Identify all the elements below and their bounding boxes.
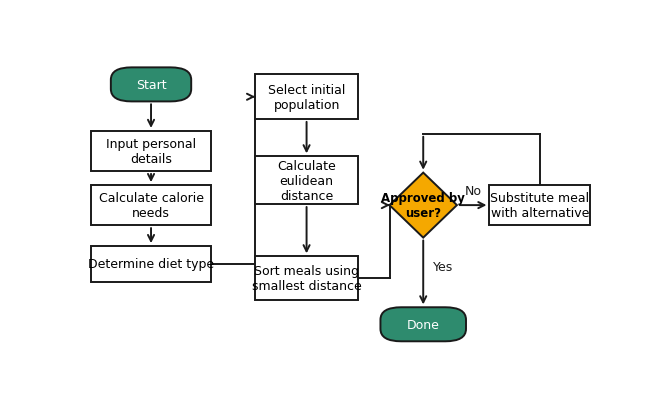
Text: Yes: Yes: [433, 260, 453, 273]
Text: Start: Start: [136, 79, 167, 92]
Bar: [92, 186, 211, 226]
Text: Approved by
user?: Approved by user?: [381, 192, 465, 220]
Bar: [489, 186, 591, 226]
Bar: [255, 157, 359, 205]
Text: Sort meals using
smallest distance: Sort meals using smallest distance: [252, 264, 361, 292]
Text: Calculate calorie
needs: Calculate calorie needs: [98, 192, 203, 220]
Text: Select initial
population: Select initial population: [268, 83, 345, 111]
FancyBboxPatch shape: [111, 68, 191, 102]
Text: No: No: [465, 185, 482, 198]
Bar: [255, 257, 359, 300]
Text: Determine diet type: Determine diet type: [88, 258, 214, 271]
Text: Input personal
details: Input personal details: [106, 138, 196, 166]
Bar: [92, 247, 211, 282]
Text: Done: Done: [407, 318, 440, 331]
Bar: [255, 75, 359, 120]
Text: Calculate
eulidean
distance: Calculate eulidean distance: [277, 160, 336, 203]
Polygon shape: [389, 173, 457, 238]
Text: Substitute meal
with alternative: Substitute meal with alternative: [490, 192, 589, 220]
Bar: [92, 132, 211, 172]
FancyBboxPatch shape: [381, 308, 466, 342]
